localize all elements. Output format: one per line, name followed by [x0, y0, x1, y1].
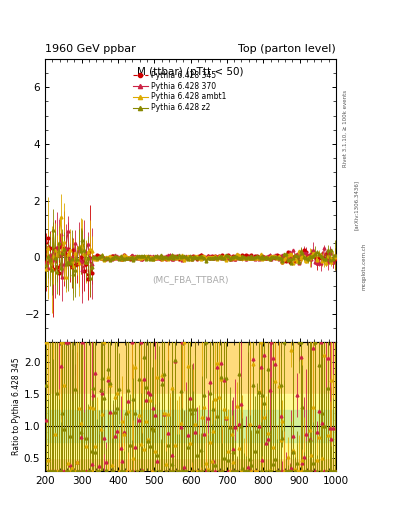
Y-axis label: Ratio to Pythia 6.428 345: Ratio to Pythia 6.428 345 [12, 358, 21, 456]
Bar [45, 410, 336, 442]
Text: 1960 GeV ppbar: 1960 GeV ppbar [45, 44, 136, 54]
Text: [arXiv:1306.3436]: [arXiv:1306.3436] [354, 180, 359, 230]
Text: M (ttbar) (pTtt < 50): M (ttbar) (pTtt < 50) [138, 68, 244, 77]
Legend: Pythia 6.428 345, Pythia 6.428 370, Pythia 6.428 ambt1, Pythia 6.428 z2: Pythia 6.428 345, Pythia 6.428 370, Pyth… [130, 69, 229, 115]
Text: mcqplots.cern.ch: mcqplots.cern.ch [362, 243, 367, 290]
Text: Top (parton level): Top (parton level) [238, 44, 336, 54]
Text: (MC_FBA_TTBAR): (MC_FBA_TTBAR) [152, 275, 229, 284]
Bar [45, 342, 336, 471]
Text: Rivet 3.1.10, ≥ 100k events: Rivet 3.1.10, ≥ 100k events [343, 90, 348, 166]
Bar [45, 394, 336, 458]
